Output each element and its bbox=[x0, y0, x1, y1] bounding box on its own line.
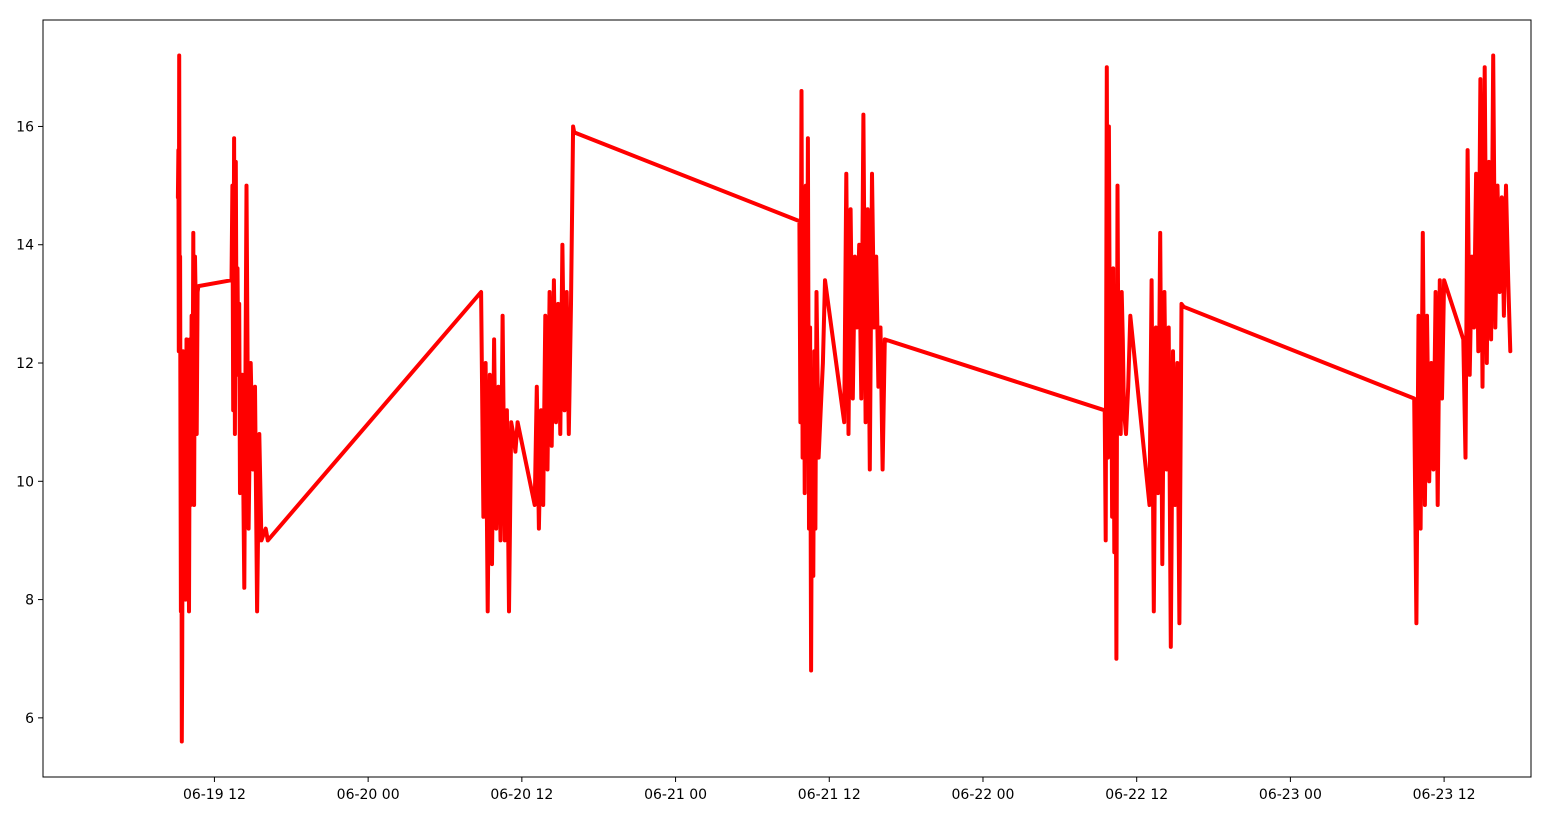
series-line bbox=[175, 53, 1513, 744]
y-tick-label: 8 bbox=[25, 593, 34, 609]
x-tick-label: 06-19 12 bbox=[183, 787, 246, 803]
plot-background bbox=[43, 20, 1531, 777]
plot-frame bbox=[42, 19, 1532, 778]
x-tick-label: 06-22 00 bbox=[952, 787, 1015, 803]
x-tick-label: 06-20 00 bbox=[337, 787, 400, 803]
y-tick-label: 16 bbox=[16, 119, 34, 135]
y-axis: 6 8 10 12 14 16 bbox=[16, 119, 43, 727]
x-tick-label: 06-20 12 bbox=[490, 787, 553, 803]
x-axis: 06-19 12 06-20 00 06-20 12 06-21 00 06-21 12… bbox=[183, 777, 1476, 803]
x-tick-label: 06-22 12 bbox=[1105, 787, 1168, 803]
x-tick-label: 06-23 00 bbox=[1259, 787, 1322, 803]
y-tick-label: 10 bbox=[16, 474, 34, 490]
x-tick-label: 06-21 00 bbox=[644, 787, 707, 803]
y-tick-label: 6 bbox=[25, 711, 34, 727]
y-tick-label: 12 bbox=[16, 356, 34, 372]
x-tick-label: 06-21 12 bbox=[798, 787, 861, 803]
y-tick-label: 14 bbox=[16, 238, 34, 254]
x-tick-label: 06-23 12 bbox=[1413, 787, 1476, 803]
